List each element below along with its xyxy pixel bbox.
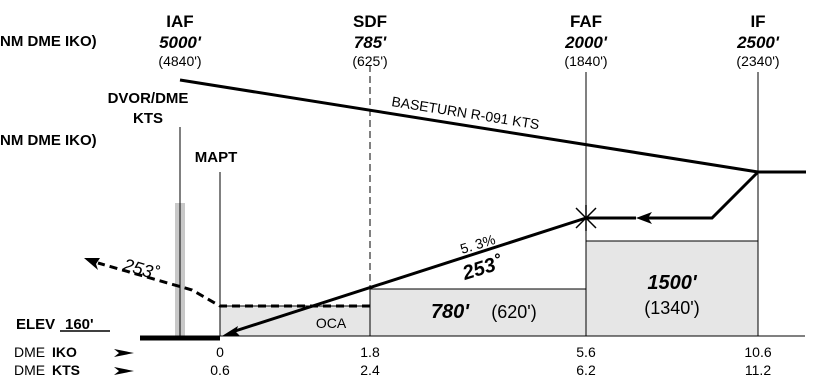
dme-row-1-value-4: 10.6	[744, 344, 771, 360]
dvor-label-line2: KTS	[133, 110, 163, 127]
faf-segment-sub-altitude: (1340')	[644, 298, 699, 318]
faf-sub-altitude: (1840')	[564, 53, 607, 69]
sdf-segment-altitude: 780'	[431, 301, 470, 323]
iaf-altitude: 5000'	[159, 33, 202, 52]
dvor-label-line1: DVOR/DME	[108, 90, 189, 107]
dme-row-2-value-4: 11.2	[745, 362, 771, 378]
iaf-sub-altitude: (4840')	[158, 53, 201, 69]
faf-segment-area	[585, 240, 759, 337]
sdf-name: SDF	[353, 12, 387, 31]
inbound-arrowhead	[636, 212, 652, 224]
left-header-top: NM DME IKO)	[0, 33, 97, 50]
faf-cross-icon	[575, 205, 597, 231]
dme-row-1-arrow-icon	[114, 349, 134, 357]
left-header-mid: NM DME IKO)	[0, 132, 97, 149]
sdf-segment-area	[369, 288, 587, 337]
dme-row-2-arrow-icon	[114, 367, 134, 375]
mapt-label: MAPT	[195, 149, 238, 166]
dme-row-2-value-3: 6.2	[576, 362, 596, 378]
inbound-track-line	[640, 170, 760, 220]
dme-row-1-prefix: DME	[14, 344, 45, 360]
dme-row-2-value-1: 0.6	[210, 362, 230, 378]
oca-label: OCA	[316, 315, 347, 331]
elev-label: ELEV	[16, 316, 55, 333]
missed-track-label: 253˚	[120, 254, 162, 284]
elev-value: 160'	[65, 316, 94, 333]
dme-row-2-value-2: 2.4	[360, 362, 380, 378]
if-altitude: 2500'	[736, 33, 780, 52]
faf-segment-altitude: 1500'	[647, 272, 697, 294]
final-descent-line	[231, 216, 587, 334]
sdf-sub-altitude: (625')	[352, 53, 387, 69]
iaf-name: IAF	[166, 12, 193, 31]
missed-approach-arrowhead	[84, 258, 100, 270]
dme-row-1-value-1: 0	[216, 344, 224, 360]
final-arrowhead	[222, 326, 240, 336]
baseturn-line	[179, 78, 759, 174]
sdf-altitude: 785'	[354, 33, 387, 52]
faf-name: FAF	[570, 12, 602, 31]
dme-row-2-station: KTS	[52, 362, 80, 378]
faf-altitude: 2000'	[564, 33, 608, 52]
dme-row-1-station: IKO	[52, 344, 77, 360]
if-sub-altitude: (2340')	[736, 53, 779, 69]
dme-row-1-value-3: 5.6	[576, 344, 596, 360]
sdf-segment-sub-altitude: (620')	[491, 302, 536, 322]
if-name: IF	[750, 12, 765, 31]
dme-row-1-value-2: 1.8	[360, 344, 380, 360]
dme-row-2-prefix: DME	[14, 362, 45, 378]
